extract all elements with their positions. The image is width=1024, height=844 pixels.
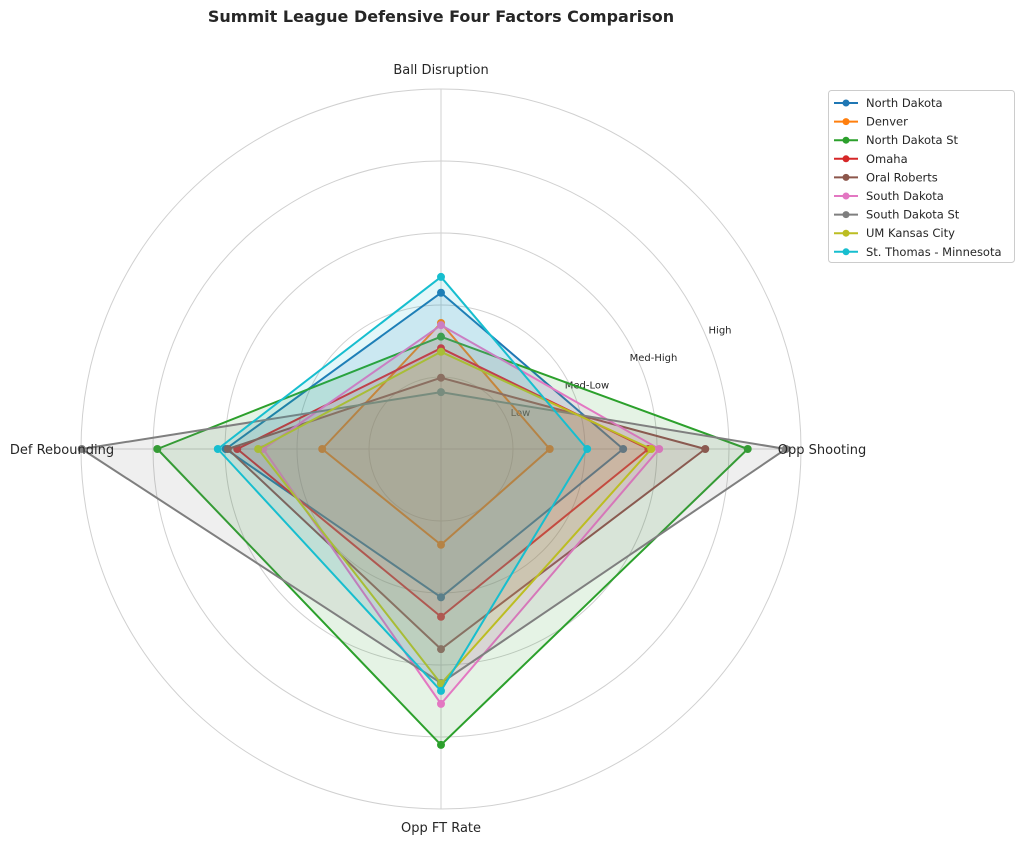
legend-label: South Dakota (866, 189, 944, 203)
axis-label: Ball Disruption (393, 63, 488, 78)
legend-label: North Dakota (866, 96, 943, 110)
series-fill (225, 292, 624, 598)
data-point (619, 445, 628, 453)
legend-label: UM Kansas City (866, 226, 955, 240)
data-point (213, 445, 222, 453)
data-point (781, 445, 790, 453)
data-point (545, 445, 554, 453)
legend-label: South Dakota St (866, 208, 960, 222)
data-point (437, 272, 445, 281)
series-fill (258, 351, 652, 684)
series-fill (322, 323, 550, 545)
legend-marker (842, 248, 850, 256)
axis-label: Def Rebounding (10, 443, 114, 458)
legend-marker (842, 192, 850, 200)
data-point (437, 593, 445, 602)
legend-marker (842, 155, 850, 163)
series-fill (237, 348, 649, 617)
series-fill (81, 392, 786, 683)
series-fill (157, 336, 748, 745)
axis-label: Opp Shooting (778, 443, 866, 458)
series-fill (217, 276, 588, 691)
legend-label: Denver (866, 115, 908, 129)
series-fill (263, 325, 660, 704)
data-point (254, 445, 263, 453)
data-point (318, 445, 327, 453)
legend-marker (842, 211, 850, 219)
legend-marker (842, 118, 850, 126)
legend-label: Omaha (866, 152, 908, 166)
data-point (223, 445, 232, 453)
legend-label: Oral Roberts (866, 170, 938, 184)
ring-label: Med-Low (565, 381, 609, 392)
ring-label: High (709, 325, 732, 336)
legend-box (828, 90, 1015, 263)
data-point (77, 445, 86, 453)
legend-marker (842, 173, 850, 181)
data-point (743, 445, 752, 453)
data-point (437, 645, 445, 654)
legend-marker (842, 229, 850, 237)
axis-label: Opp FT Rate (401, 821, 481, 836)
data-point (437, 740, 445, 749)
data-point (437, 332, 445, 341)
data-point (655, 445, 664, 453)
legend-label: St. Thomas - Minnesota (866, 245, 1002, 259)
data-point (437, 373, 445, 382)
legend-label: North Dakota St (866, 133, 959, 147)
data-point (437, 321, 445, 330)
data-point (437, 347, 445, 356)
data-point (437, 388, 445, 397)
data-point (437, 686, 445, 695)
legend-marker (842, 99, 850, 107)
data-point (153, 445, 162, 453)
legend-marker (842, 136, 850, 144)
data-point (647, 445, 656, 453)
data-point (437, 540, 445, 549)
data-point (437, 612, 445, 621)
data-point (583, 445, 592, 453)
data-point (437, 699, 445, 708)
data-point (701, 445, 710, 453)
chart-title: Summit League Defensive Four Factors Com… (208, 7, 674, 26)
ring-label: Med-High (630, 353, 678, 364)
data-point (437, 288, 445, 297)
